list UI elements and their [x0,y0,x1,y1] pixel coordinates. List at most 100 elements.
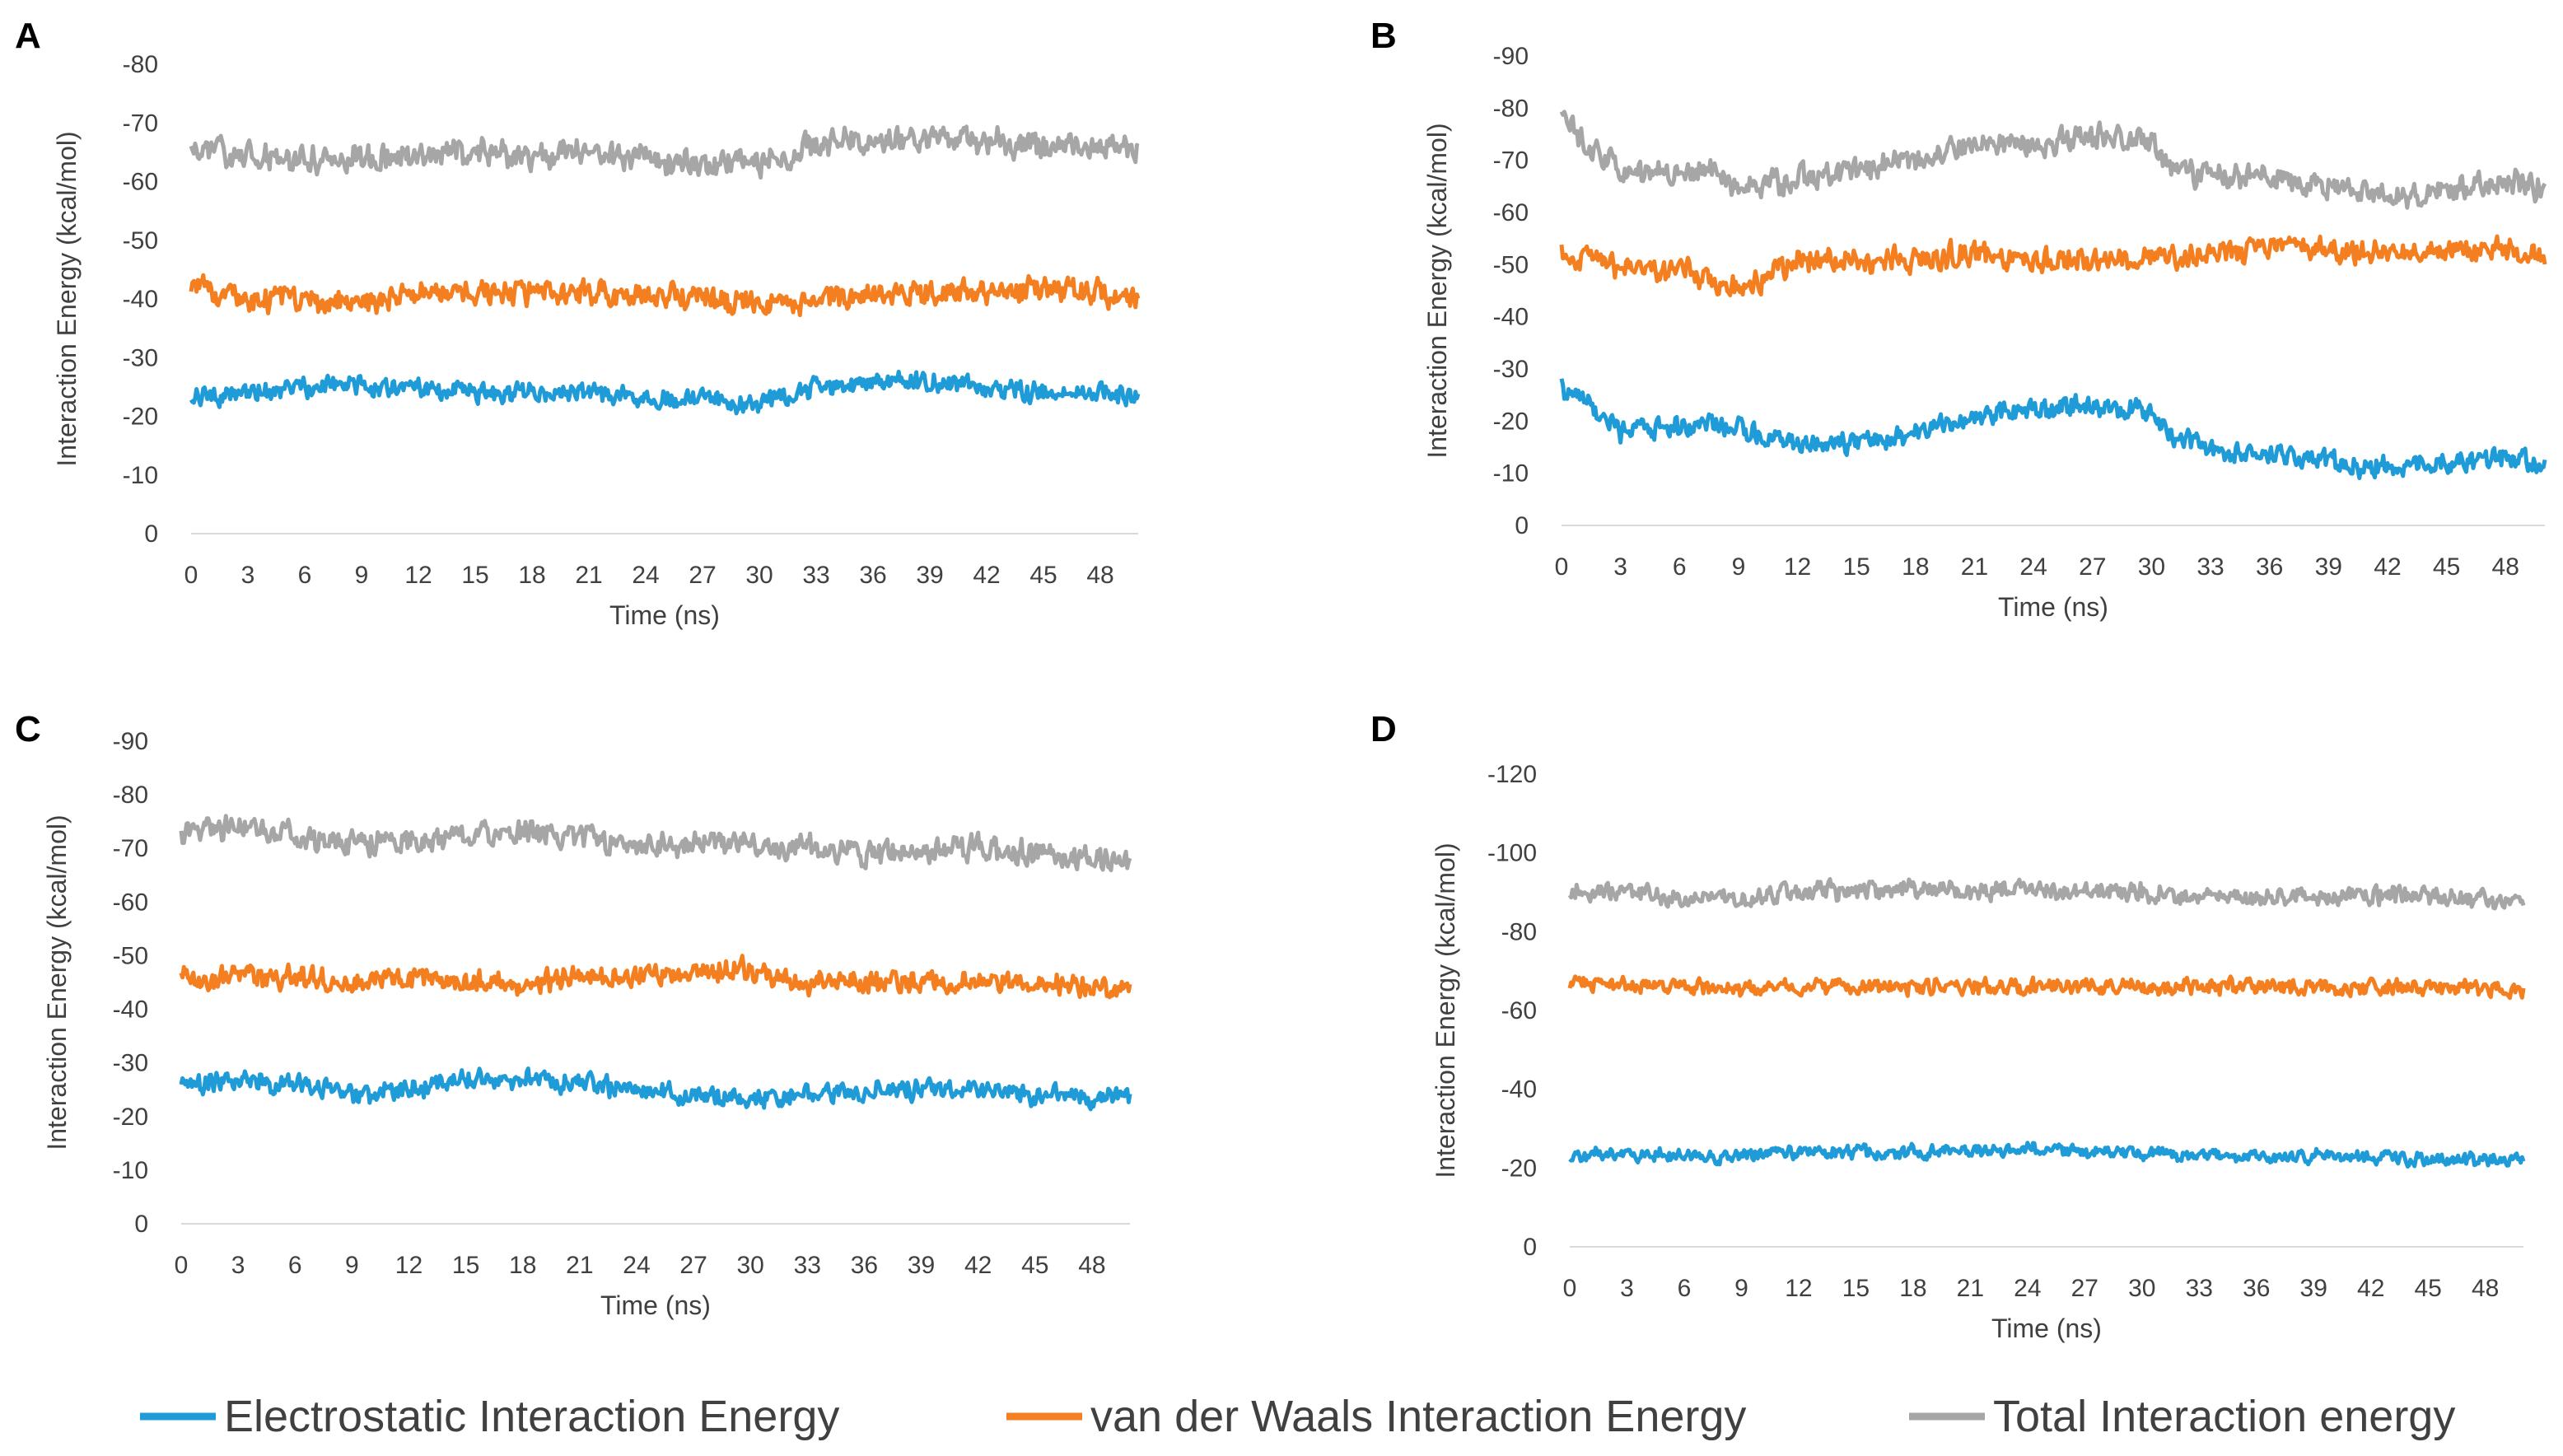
x-tick-label: 45 [2433,553,2460,581]
legend-item-vdw: van der Waals Interaction Energy [1006,1392,1746,1441]
x-tick-label: 12 [1784,553,1811,581]
y-tick-label: 0 [134,1211,148,1238]
y-tick-label: 0 [1515,512,1529,539]
panel-letter-d: D [1370,709,1397,749]
x-tick-label: 12 [395,1252,422,1279]
x-tick-label: 30 [745,562,773,589]
x-tick-label: 0 [184,562,198,589]
y-axis-label-d: Interaction Energy (kcal/mol) [1431,842,1460,1178]
chart-panels: A0-10-20-30-40-50-60-70-800 3 6 9 12 15 18 21 24… [15,16,2547,1343]
y-tick-label: -50 [1493,251,1529,278]
x-tick-label: 42 [2374,553,2401,581]
y-tick-label: -90 [113,728,148,755]
x-tick-label: 0 [1555,553,1569,581]
x-tick-label: 39 [916,562,943,589]
x-tick-label: 33 [2186,1275,2213,1302]
legend-label-total: Total Interaction energy [1993,1392,2455,1441]
x-tick-label: 9 [345,1252,359,1279]
legend: Electrostatic Interaction Energy van der… [140,1392,2455,1441]
y-tick-label: -10 [1493,460,1529,488]
x-tick-label: 12 [1785,1275,1812,1302]
series-line-electrostatic-d [1568,1141,2526,1169]
y-tick-label: -60 [1501,997,1537,1024]
series-line-vdw-d [1567,974,2526,1001]
y-tick-label: -80 [123,51,158,78]
panel-a: A0-10-20-30-40-50-60-70-800 3 6 9 12 15 18 21 24… [15,16,1141,630]
x-tick-label: 6 [1673,553,1687,581]
panel-letter-a: A [15,16,41,56]
y-tick-label: 0 [1523,1234,1537,1261]
x-tick-label: 3 [1620,1275,1634,1302]
legend-item-total: Total Interaction energy [1909,1392,2455,1441]
x-tick-label: 18 [1902,553,1929,581]
x-tick-label: 18 [518,562,545,589]
x-tick-label: 36 [2256,553,2283,581]
y-tick-label: -80 [113,782,148,809]
panel-letter-c: C [15,709,41,749]
series-line-total-a [189,124,1140,180]
x-tick-label: 27 [2071,1275,2098,1302]
x-tick-label: 24 [2019,553,2047,581]
x-tick-label: 36 [851,1252,878,1279]
x-tick-label: 30 [2138,553,2165,581]
y-tick-label: -50 [113,942,148,969]
x-tick-label: 9 [1734,1275,1748,1302]
y-tick-label: -30 [123,344,158,371]
x-tick-label: 36 [859,562,886,589]
x-tick-label: 24 [2014,1275,2041,1302]
x-tick-label: 3 [241,562,255,589]
x-tick-label: 45 [1029,562,1057,589]
x-tick-label: 27 [689,562,716,589]
x-tick-label: 48 [2492,553,2519,581]
series-line-vdw-b [1559,234,2547,297]
y-tick-label: -60 [113,889,148,916]
x-tick-label: 21 [1961,553,1988,581]
x-tick-label: 15 [1842,1275,1870,1302]
y-tick-label: -80 [1501,918,1537,945]
x-tick-label: 6 [288,1252,302,1279]
x-axis-label-a: Time (ns) [609,600,720,630]
x-tick-label: 39 [908,1252,935,1279]
x-tick-label: 3 [231,1252,245,1279]
y-tick-label: -20 [123,404,158,431]
y-tick-label: -40 [113,996,148,1024]
x-tick-label: 48 [2472,1275,2499,1302]
y-tick-label: -40 [1493,304,1529,331]
y-axis-label-a: Interaction Energy (kcal/mol) [52,131,82,466]
y-tick-label: -70 [113,835,148,862]
y-tick-label: -20 [113,1104,148,1131]
x-tick-label: 21 [566,1252,593,1279]
y-tick-label: -60 [1493,199,1529,226]
x-tick-label: 30 [737,1252,764,1279]
x-tick-label: 18 [509,1252,536,1279]
x-tick-label: 42 [2357,1275,2384,1302]
series-line-total-c [179,814,1132,873]
x-tick-label: 39 [2300,1275,2327,1302]
panel-b: B0-10-20-30-40-50-60-70-80-900 3 6 9 12 15 18 2… [1370,16,2547,622]
y-axis-label-b: Interaction Energy (kcal/mol) [1422,123,1452,458]
x-tick-label: 12 [404,562,432,589]
x-tick-label: 15 [461,562,488,589]
series-line-vdw-a [189,273,1141,318]
y-tick-label: -40 [123,286,158,313]
y-tick-label: -70 [1493,147,1529,175]
x-tick-label: 0 [175,1252,189,1279]
x-tick-label: 24 [632,562,659,589]
x-tick-label: 6 [298,562,312,589]
y-tick-label: -80 [1493,95,1529,122]
x-tick-label: 45 [2415,1275,2442,1302]
x-tick-label: 21 [575,562,602,589]
x-tick-label: 27 [2079,553,2106,581]
y-tick-label: -20 [1493,408,1529,435]
x-tick-label: 48 [1078,1252,1105,1279]
x-axis-label-b: Time (ns) [1998,592,2108,622]
x-tick-label: 15 [452,1252,479,1279]
x-tick-label: 39 [2315,553,2342,581]
x-tick-label: 45 [1021,1252,1048,1279]
y-tick-label: -60 [123,169,158,196]
series-line-electrostatic-a [189,369,1141,416]
x-tick-label: 18 [1899,1275,1926,1302]
x-tick-label: 3 [1613,553,1627,581]
legend-label-electrostatic: Electrostatic Interaction Energy [224,1392,839,1441]
